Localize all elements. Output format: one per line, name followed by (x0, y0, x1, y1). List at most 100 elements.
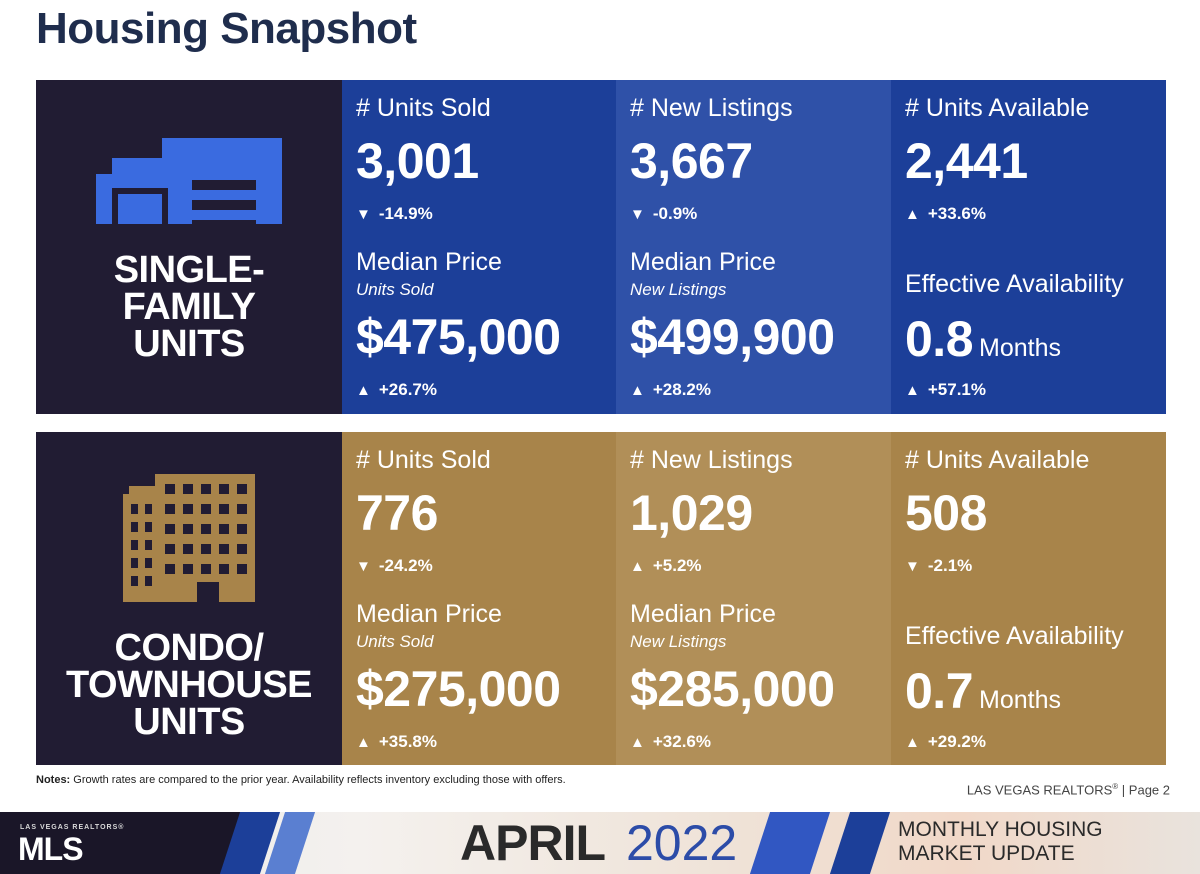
change-text: +33.6% (927, 204, 986, 223)
change-text: -14.9% (378, 204, 433, 223)
sf-units-sold-cell: # Units Sold 3,001 ▼ -14.9% Median Price … (342, 80, 616, 414)
up-arrow-icon: ▲ (356, 382, 371, 399)
change-text: +35.8% (378, 732, 437, 751)
sf-median-sold-label: Median Price (356, 248, 502, 276)
up-arrow-icon: ▲ (356, 734, 371, 751)
condo-median-listings-change: ▲ +32.6% (630, 732, 711, 752)
condo-availability-value: 0.7 Months (905, 662, 1061, 720)
down-arrow-icon: ▼ (356, 558, 371, 575)
condo-units-sold-cell: # Units Sold 776 ▼ -24.2% Median Price Un… (342, 432, 616, 765)
single-family-label-column: SINGLE- FAMILY UNITS (36, 80, 342, 414)
label-line: UNITS (133, 701, 245, 743)
label-line: SINGLE- (113, 249, 265, 291)
footer-dark-band (0, 812, 260, 874)
condo-units-available-cell: # Units Available 508 ▼ -2.1% Effective A… (891, 432, 1166, 765)
availability-unit: Months (979, 334, 1061, 362)
condo-new-listings-value: 1,029 (630, 485, 753, 541)
sf-availability-value: 0.8 Months (905, 310, 1061, 368)
sf-units-sold-value: 3,001 (356, 133, 479, 189)
change-text: +29.2% (927, 732, 986, 751)
house-icon (96, 138, 282, 224)
label-line: UNITS (133, 323, 245, 365)
condo-new-listings-cell: # New Listings 1,029 ▲ +5.2% Median Price… (616, 432, 891, 765)
change-text: +32.6% (652, 732, 711, 751)
condo-units-available-label: # Units Available (905, 446, 1090, 474)
change-text: +26.7% (378, 380, 437, 399)
building-icon (123, 474, 255, 602)
notes-prefix: Notes: (36, 774, 71, 786)
page-number: | Page 2 (1118, 782, 1170, 798)
sf-median-sold-sublabel: Units Sold (356, 280, 434, 299)
sf-units-available-change: ▲ +33.6% (905, 204, 986, 224)
condo-units-sold-change: ▼ -24.2% (356, 556, 433, 576)
condo-new-listings-label: # New Listings (630, 446, 793, 474)
change-text: +57.1% (927, 380, 986, 399)
condo-median-listings-sublabel: New Listings (630, 632, 727, 651)
condo-availability-change: ▲ +29.2% (905, 732, 986, 752)
report-year: 2022 (626, 815, 738, 871)
up-arrow-icon: ▲ (630, 382, 645, 399)
condo-median-listings-value: $285,000 (630, 661, 835, 717)
up-arrow-icon: ▲ (905, 734, 920, 751)
single-family-label: SINGLE- FAMILY UNITS (36, 249, 342, 365)
sf-median-listings-change: ▲ +28.2% (630, 380, 711, 400)
availability-number: 0.8 (905, 311, 974, 367)
sf-median-sold-change: ▲ +26.7% (356, 380, 437, 400)
sf-new-listings-value: 3,667 (630, 133, 753, 189)
label-line: TOWNHOUSE (65, 664, 313, 706)
sf-new-listings-cell: # New Listings 3,667 ▼ -0.9% Median Price… (616, 80, 891, 414)
notes-text: Growth rates are compared to the prior y… (70, 774, 566, 786)
sf-units-available-value: 2,441 (905, 133, 1028, 189)
down-arrow-icon: ▼ (356, 206, 371, 223)
condo-median-sold-value: $275,000 (356, 661, 561, 717)
down-arrow-icon: ▼ (905, 558, 920, 575)
sf-median-sold-value: $475,000 (356, 309, 561, 365)
condo-panel: CONDO/ TOWNHOUSE UNITS # Units Sold 776 … (36, 432, 1166, 765)
condo-units-available-value: 508 (905, 485, 987, 541)
sf-median-listings-label: Median Price (630, 248, 776, 276)
condo-median-sold-label: Median Price (356, 600, 502, 628)
up-arrow-icon: ▲ (905, 206, 920, 223)
condo-units-sold-label: # Units Sold (356, 446, 491, 474)
change-text: -0.9% (652, 204, 698, 223)
change-text: +28.2% (652, 380, 711, 399)
sf-median-listings-value: $499,900 (630, 309, 835, 365)
subtitle-line: MONTHLY HOUSING (898, 818, 1103, 841)
label-line: CONDO/ (114, 627, 265, 669)
footer-banner: LAS VEGAS REALTORS® MLS (0, 812, 1200, 874)
sf-new-listings-label: # New Listings (630, 94, 793, 122)
condo-label-column: CONDO/ TOWNHOUSE UNITS (36, 432, 342, 765)
mls-logo-caption: LAS VEGAS REALTORS® (20, 824, 125, 831)
sf-units-available-label: # Units Available (905, 94, 1090, 122)
label-line: FAMILY (122, 286, 256, 328)
subtitle-line: MARKET UPDATE (898, 842, 1075, 865)
notes: Notes: Growth rates are compared to the … (36, 774, 566, 786)
sf-units-sold-change: ▼ -14.9% (356, 204, 433, 224)
up-arrow-icon: ▲ (630, 558, 645, 575)
sf-availability-change: ▲ +57.1% (905, 380, 986, 400)
sf-median-listings-sublabel: New Listings (630, 280, 727, 299)
condo-units-available-change: ▼ -2.1% (905, 556, 972, 576)
availability-number: 0.7 (905, 663, 974, 719)
mls-logo: MLS (18, 831, 84, 867)
change-text: -24.2% (378, 556, 433, 575)
change-text: -2.1% (927, 556, 973, 575)
condo-median-sold-change: ▲ +35.8% (356, 732, 437, 752)
condo-new-listings-change: ▲ +5.2% (630, 556, 702, 576)
condo-median-listings-label: Median Price (630, 600, 776, 628)
condo-availability-label: Effective Availability (905, 622, 1124, 650)
page-title: Housing Snapshot (36, 4, 417, 53)
report-month: APRIL (460, 815, 606, 871)
condo-label: CONDO/ TOWNHOUSE UNITS (36, 627, 342, 743)
condo-median-sold-sublabel: Units Sold (356, 632, 434, 651)
sf-availability-label: Effective Availability (905, 270, 1124, 298)
condo-units-sold-value: 776 (356, 485, 438, 541)
up-arrow-icon: ▲ (905, 382, 920, 399)
up-arrow-icon: ▲ (630, 734, 645, 751)
report-subtitle: MONTHLY HOUSING MARKET UPDATE (898, 818, 1103, 866)
registered-mark: ® (1112, 782, 1119, 791)
single-family-panel: SINGLE- FAMILY UNITS # Units Sold 3,001 … (36, 80, 1166, 414)
sf-units-available-cell: # Units Available 2,441 ▲ +33.6% Effectiv… (891, 80, 1166, 414)
change-text: +5.2% (652, 556, 702, 575)
footer-stripe (749, 812, 831, 874)
